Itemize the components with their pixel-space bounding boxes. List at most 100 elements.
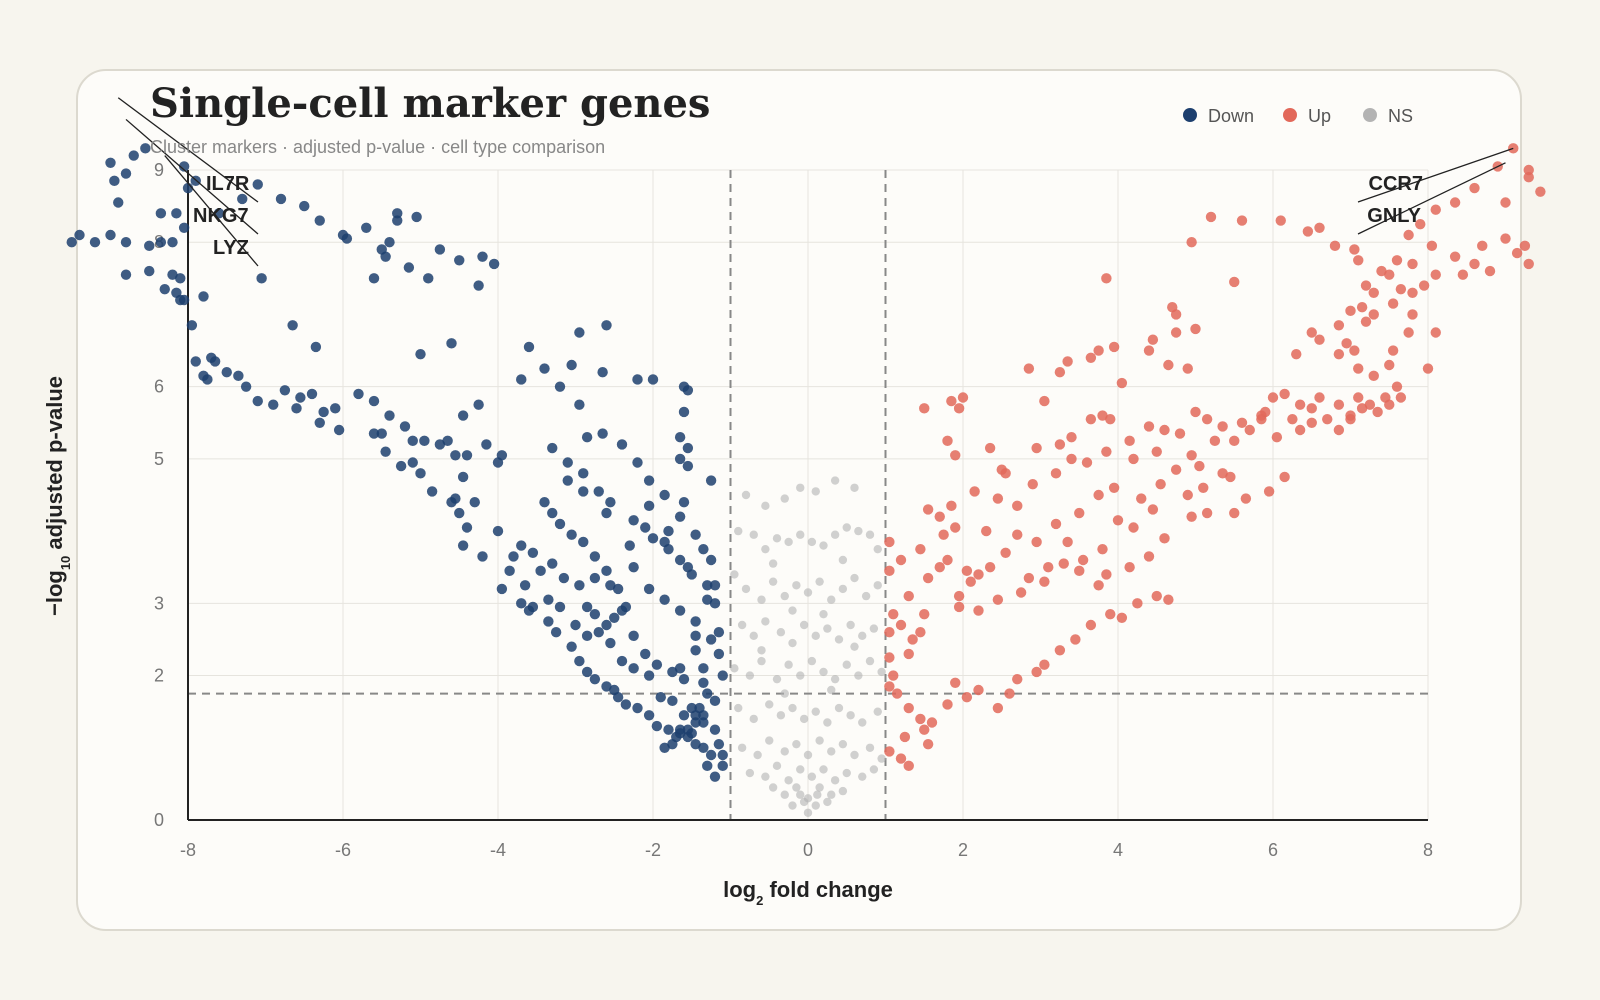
point-down [109, 175, 120, 187]
point-ns [838, 584, 848, 594]
point-ns [850, 750, 859, 760]
point-down [574, 327, 585, 338]
point-up [1229, 435, 1240, 447]
point-down [612, 583, 624, 595]
point-down [492, 525, 504, 537]
point-down [198, 291, 209, 302]
point-ns [834, 703, 844, 713]
point-down [651, 659, 663, 670]
point-ns [858, 718, 867, 727]
point-down [252, 179, 263, 190]
point-ns [792, 581, 801, 590]
point-ns [823, 624, 832, 633]
point-down [376, 244, 387, 255]
point-ns [784, 537, 793, 547]
point-up [1186, 511, 1197, 522]
point-down [628, 663, 639, 674]
point-up [1105, 413, 1116, 425]
point-up [1279, 471, 1290, 483]
point-up [1151, 446, 1162, 457]
point-down [171, 208, 182, 219]
point-down [709, 580, 721, 591]
x-tick-label: -8 [180, 840, 196, 860]
point-down [698, 717, 709, 728]
annotation-leader-line [1357, 162, 1506, 235]
point-down [705, 554, 717, 566]
point-down [504, 565, 515, 577]
point-ns [803, 750, 813, 760]
point-up [981, 525, 992, 537]
point-ns [796, 671, 805, 680]
point-up [1523, 164, 1534, 176]
point-ns [741, 490, 751, 500]
point-up [1201, 413, 1213, 425]
point-down [601, 681, 612, 692]
point-up [1469, 182, 1480, 194]
point-down [539, 497, 550, 508]
point-up [1012, 529, 1023, 540]
point-up [1077, 554, 1089, 566]
point-up [1058, 558, 1069, 569]
point-down [663, 724, 674, 735]
point-ns [858, 631, 867, 641]
point-down [368, 395, 380, 407]
point-down [717, 760, 728, 772]
point-up [953, 403, 965, 414]
point-ns [780, 790, 789, 799]
point-up [992, 594, 1004, 605]
legend-swatch-ns [1363, 108, 1377, 122]
point-ns [730, 664, 739, 673]
annotation-leader-line [117, 97, 259, 203]
point-ns [838, 786, 848, 796]
point-up [1116, 612, 1128, 623]
x-tick-label: 6 [1268, 840, 1278, 860]
point-up [1306, 327, 1317, 338]
point-ns [730, 570, 739, 579]
point-up [919, 403, 930, 414]
point-down [508, 551, 519, 562]
point-up [1322, 413, 1333, 425]
point-down [407, 457, 418, 468]
point-down [690, 645, 701, 656]
point-up [888, 608, 899, 620]
point-down [698, 710, 709, 721]
point-ns [796, 790, 805, 799]
point-up [895, 554, 907, 566]
point-ns [761, 772, 770, 781]
point-ns [869, 624, 879, 633]
point-up [884, 565, 895, 577]
point-down [454, 255, 465, 266]
legend-label-down: Down [1208, 106, 1254, 126]
point-up [903, 702, 914, 714]
point-down [566, 641, 577, 652]
point-up [1085, 619, 1097, 631]
point-down [690, 738, 701, 750]
point-down [403, 262, 415, 273]
point-down [717, 670, 728, 681]
point-up [1279, 388, 1290, 400]
point-ns [846, 711, 855, 720]
point-down [616, 439, 628, 450]
point-down [659, 594, 670, 605]
point-down [516, 598, 527, 609]
point-up [1391, 381, 1403, 392]
point-down [651, 720, 663, 732]
data-points [66, 143, 1546, 817]
point-up [1190, 406, 1201, 418]
point-down [171, 287, 182, 298]
point-down [473, 399, 484, 410]
point-up [1225, 471, 1236, 483]
x-tick-label: -6 [335, 840, 351, 860]
point-down [306, 388, 318, 400]
point-down [655, 692, 666, 703]
point-down [380, 446, 391, 457]
point-up [1484, 265, 1496, 277]
point-up [946, 395, 957, 407]
point-up [942, 699, 953, 710]
legend-swatch-up [1283, 108, 1297, 122]
point-ns [749, 714, 758, 724]
point-up [1143, 551, 1155, 562]
point-up [1500, 197, 1511, 208]
point-ns [792, 783, 801, 792]
